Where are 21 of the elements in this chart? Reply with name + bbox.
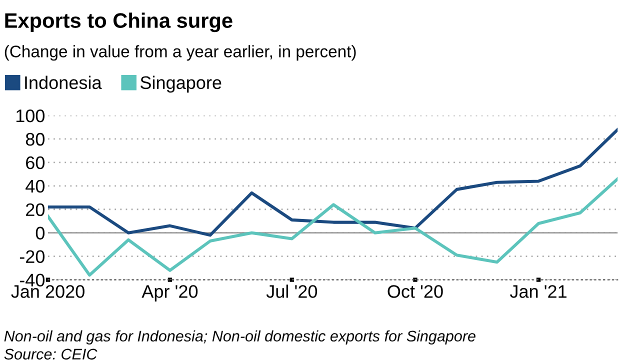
y-tick-label: 0: [36, 226, 45, 240]
y-tick-label: -20: [20, 250, 45, 264]
x-tick-label: Jan 2020: [11, 285, 84, 298]
text: Non-oil and gas for Indonesia; Non-oil domestic exports for Singapore: [4, 330, 476, 345]
x-tick-label: Jul '20: [266, 284, 318, 298]
line-series: [48, 128, 618, 237]
y-tick-label: 80: [26, 132, 45, 146]
y-tick-label: 20: [26, 203, 45, 216]
y-tick-label: 60: [26, 156, 45, 170]
line-series: [48, 177, 618, 277]
y-tick-label: 40: [26, 180, 45, 193]
x-tick-label: Jan '21: [510, 285, 566, 298]
y-tick-label: -40: [20, 274, 45, 286]
legend-label: Indonesia: [25, 76, 102, 90]
y-tick-label: 100: [16, 109, 45, 122]
x-tick-label: Apr '20: [142, 285, 198, 302]
chart-title: Exports to China surge: [5, 12, 232, 32]
x-tick-label: Oct '20: [388, 285, 443, 298]
legend-label: Singapore: [140, 76, 222, 93]
source-note: Source: CEIC: [4, 348, 98, 360]
chart-subtitle: (Change in value from a year earlier, in percent): [4, 45, 356, 61]
